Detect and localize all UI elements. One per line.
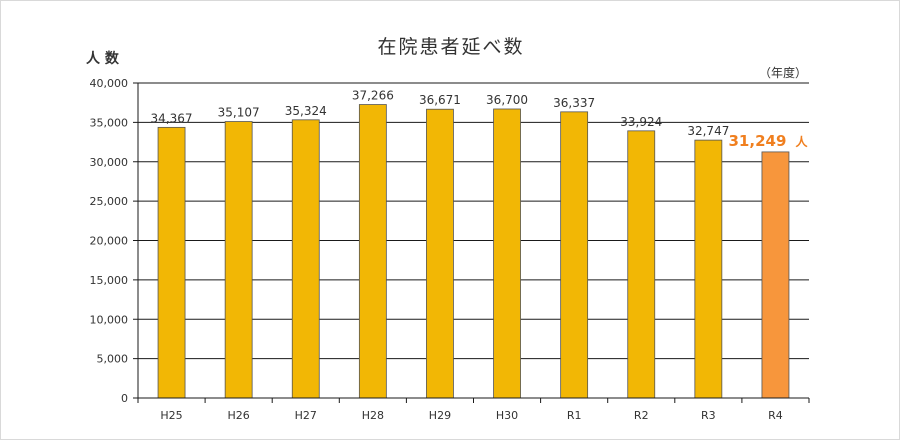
y-tick-label: 30,000 <box>90 156 129 169</box>
x-tick-label: H29 <box>429 409 451 422</box>
x-tick-label: R2 <box>634 409 649 422</box>
value-label-suffix: 人 <box>795 134 808 149</box>
bar <box>291 119 320 399</box>
value-label-highlight: 31,249 <box>729 132 787 150</box>
bar <box>224 121 253 399</box>
y-tick-label: 20,000 <box>90 235 129 248</box>
value-label: 36,671 <box>419 93 461 107</box>
bar <box>358 104 387 399</box>
bar <box>627 130 656 399</box>
bar <box>694 139 723 399</box>
value-label: 35,324 <box>285 104 327 118</box>
x-tick-label: H26 <box>228 409 250 422</box>
y-axis-label: 人 数 <box>86 50 120 67</box>
value-label: 33,924 <box>620 115 662 129</box>
axes <box>133 82 810 403</box>
x-axis-unit: （年度） <box>759 65 807 80</box>
y-tick-label: 35,000 <box>90 116 129 129</box>
bar-highlight <box>761 151 790 399</box>
value-label: 35,107 <box>218 106 260 120</box>
x-tick-label: H30 <box>496 409 518 422</box>
x-tick-label: H25 <box>160 409 182 422</box>
bar <box>493 108 521 399</box>
y-tick-label: 5,000 <box>97 353 129 366</box>
x-tick-label: H27 <box>295 409 317 422</box>
labels: 0 5,000 10,000 15,000 20,000 25,000 30,000 35,0… <box>90 77 809 422</box>
value-label: 36,700 <box>486 93 528 107</box>
y-tick-label: 0 <box>121 392 128 405</box>
y-tick-label: 25,000 <box>90 195 129 208</box>
bars <box>157 104 790 399</box>
x-tick-label: R3 <box>701 409 716 422</box>
value-label: 34,367 <box>151 111 193 125</box>
y-tick-label: 40,000 <box>90 77 129 90</box>
value-label: 32,747 <box>687 124 729 138</box>
x-tick-label: H28 <box>362 409 384 422</box>
value-label: 36,337 <box>553 96 595 110</box>
chart-title: 在院患者延べ数 <box>377 36 524 58</box>
bar <box>560 111 589 399</box>
y-tick-label: 15,000 <box>90 274 129 287</box>
x-tick-label: R1 <box>567 409 582 422</box>
bar <box>426 108 454 399</box>
value-label: 37,266 <box>352 89 394 103</box>
bar <box>157 126 186 399</box>
x-tick-label: R4 <box>768 409 783 422</box>
y-tick-label: 10,000 <box>90 313 129 326</box>
